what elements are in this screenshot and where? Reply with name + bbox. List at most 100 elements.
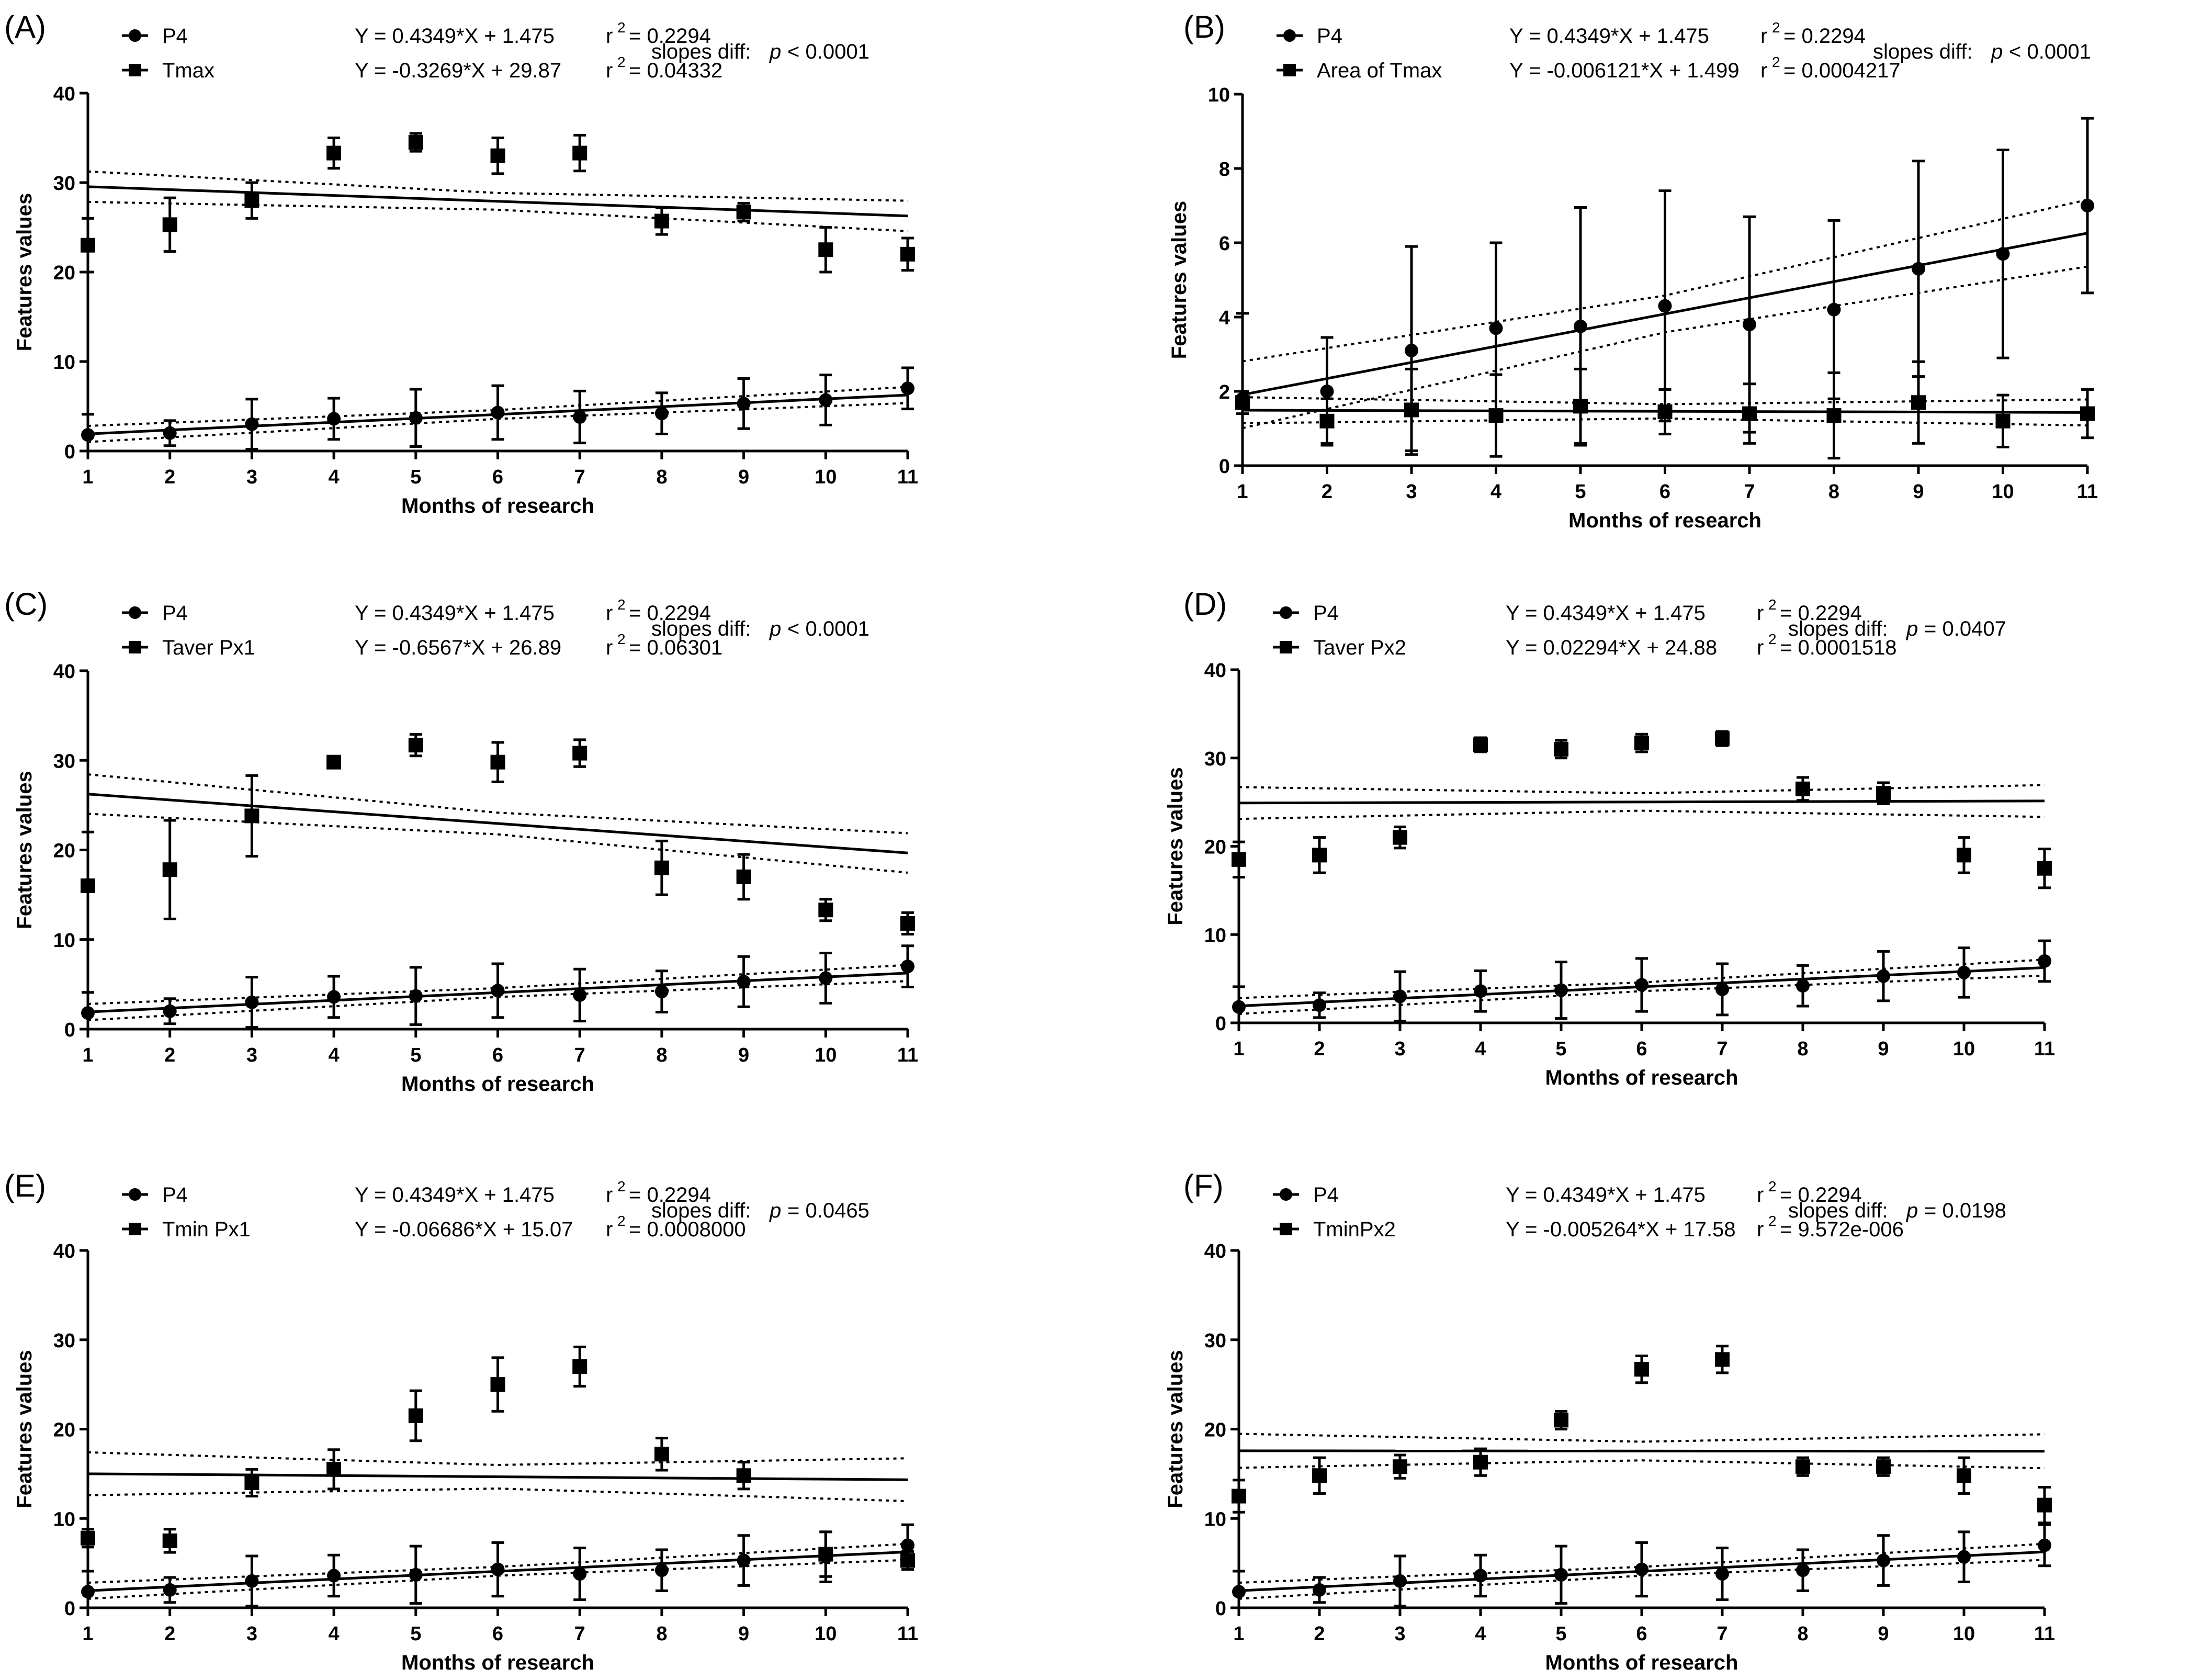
- confidence-band-lower: [1238, 1459, 2045, 1470]
- data-point-square: [490, 754, 505, 770]
- data-point-square: [81, 878, 95, 893]
- x-axis-title: Months of research: [1545, 1066, 1738, 1089]
- data-point-square: [1796, 1459, 1810, 1474]
- legend-name: P4: [1313, 602, 1339, 625]
- y-tick-label: 40: [1204, 660, 1226, 682]
- data-point-circle: [1996, 247, 2010, 261]
- data-point-square: [1312, 848, 1327, 863]
- x-tick-label: 8: [656, 1623, 667, 1645]
- legend-r-label: r: [606, 1183, 613, 1207]
- x-tick-label: 6: [1636, 1038, 1647, 1060]
- x-tick-label: 8: [1797, 1038, 1808, 1060]
- data-point-square: [1404, 402, 1419, 418]
- data-point-circle: [901, 960, 914, 974]
- slopes-diff-p: p: [1991, 40, 2003, 63]
- legend-square-marker: [129, 64, 141, 76]
- x-tick-label: 3: [246, 1623, 257, 1645]
- legend-r-superscript: 2: [617, 1213, 626, 1229]
- data-point-circle: [327, 1569, 341, 1583]
- x-tick-label: 1: [1233, 1623, 1244, 1645]
- data-point-square: [900, 916, 915, 931]
- x-tick-label: 2: [1322, 481, 1333, 503]
- data-point-circle: [1796, 1563, 1810, 1577]
- confidence-band-upper: [1242, 396, 2088, 405]
- panel-label: (E): [4, 1168, 46, 1203]
- legend-r-superscript: 2: [1772, 19, 1780, 36]
- data-point-square: [326, 754, 342, 770]
- x-tick-label: 6: [492, 1623, 503, 1645]
- legend-entry: TminPx2 Y = -0.005264*X + 17.58 r 2 = 9.572e…: [1273, 1213, 1904, 1241]
- legend-entry: Tmax Y = -0.3269*X + 29.87 r 2 = 0.04332: [122, 54, 722, 82]
- data-point-circle: [327, 990, 341, 1004]
- data-point-square: [654, 213, 669, 229]
- x-tick-label: 11: [897, 1044, 918, 1066]
- panel-d: (D) 0 10 20 30 40 1 2 3 4 5 6 7 8 9 10 11 Months of resea…: [1164, 587, 2055, 1089]
- legend-circle-marker: [1283, 29, 1296, 42]
- series-p4: [1232, 939, 2051, 1024]
- x-tick-label: 6: [492, 466, 503, 488]
- series-p4: [1232, 1523, 2051, 1609]
- data-point-square: [1911, 395, 1926, 410]
- legend-r2-value: = 0.0004217: [1783, 59, 1901, 82]
- data-point-circle: [573, 1567, 587, 1581]
- y-tick-label: 20: [1204, 837, 1226, 859]
- legend-equation: Y = 0.4349*X + 1.475: [355, 25, 555, 48]
- data-point-square: [1957, 848, 1971, 863]
- legend-entry: P4 Y = 0.4349*X + 1.475 r 2 = 0.2294: [122, 1178, 711, 1207]
- data-point-square: [1319, 413, 1335, 429]
- y-tick-label: 40: [1204, 1241, 1226, 1262]
- data-point-circle: [1313, 1583, 1326, 1597]
- x-tick-label: 5: [1575, 481, 1586, 503]
- data-point-circle: [2038, 1538, 2051, 1552]
- legend-r-superscript: 2: [1768, 596, 1777, 613]
- data-point-circle: [1393, 989, 1407, 1004]
- x-tick-label: 7: [1717, 1623, 1727, 1645]
- confidence-band-lower: [87, 1487, 908, 1503]
- data-point-circle: [654, 1563, 669, 1577]
- y-tick-label: 0: [1215, 1598, 1226, 1620]
- legend-r-label: r: [1757, 1218, 1764, 1241]
- x-axis-title: Months of research: [401, 494, 594, 517]
- data-point-square: [1715, 1352, 1730, 1367]
- x-tick-label: 6: [1659, 481, 1670, 503]
- legend-r2-value: = 0.2294: [1783, 25, 1866, 48]
- y-axis-title: Features values: [13, 193, 36, 351]
- data-point-circle: [1474, 984, 1487, 998]
- confidence-band-upper: [1238, 784, 2045, 795]
- panel-label: (D): [1183, 587, 1227, 622]
- x-tick-label: 5: [410, 466, 421, 488]
- data-point-square: [736, 1468, 751, 1483]
- slopes-diff-value: = 0.0465: [787, 1199, 869, 1222]
- data-point-circle: [163, 426, 177, 440]
- data-point-circle: [1489, 321, 1503, 335]
- confidence-band-lower: [1242, 417, 2088, 427]
- x-axis-title: Months of research: [401, 1073, 594, 1096]
- legend-r-label: r: [1760, 59, 1767, 82]
- data-point-circle: [1743, 318, 1756, 332]
- data-point-square: [1232, 852, 1246, 867]
- slopes-diff-annotation: slopes diff: p < 0.0001: [651, 617, 869, 640]
- data-point-circle: [1393, 1574, 1407, 1588]
- data-point-circle: [491, 984, 505, 998]
- legend-r-superscript: 2: [1768, 1178, 1777, 1194]
- panel-label: (C): [4, 587, 48, 622]
- legend-equation: Y = -0.6567*X + 26.89: [355, 636, 561, 659]
- data-point-square: [1715, 731, 1730, 746]
- slopes-diff-value: < 0.0001: [787, 617, 869, 640]
- x-tick-label: 1: [82, 466, 93, 488]
- data-point-circle: [654, 407, 669, 421]
- data-point-circle: [1554, 1568, 1568, 1582]
- x-tick-label: 8: [656, 1044, 667, 1066]
- slopes-diff-prefix: slopes diff:: [1788, 1199, 1888, 1222]
- data-point-square: [326, 1462, 342, 1477]
- y-axis-title: Features values: [13, 771, 36, 929]
- data-point-circle: [1715, 1567, 1729, 1581]
- legend-equation: Y = 0.4349*X + 1.475: [1506, 1183, 1706, 1207]
- data-point-circle: [573, 988, 587, 1002]
- data-point-circle: [245, 995, 259, 1009]
- data-point-circle: [1912, 262, 1925, 276]
- legend-r2-value: = 0.0001518: [1780, 636, 1897, 659]
- data-point-circle: [1877, 969, 1890, 983]
- data-point-square: [1957, 1468, 1971, 1483]
- data-point-square: [736, 869, 751, 884]
